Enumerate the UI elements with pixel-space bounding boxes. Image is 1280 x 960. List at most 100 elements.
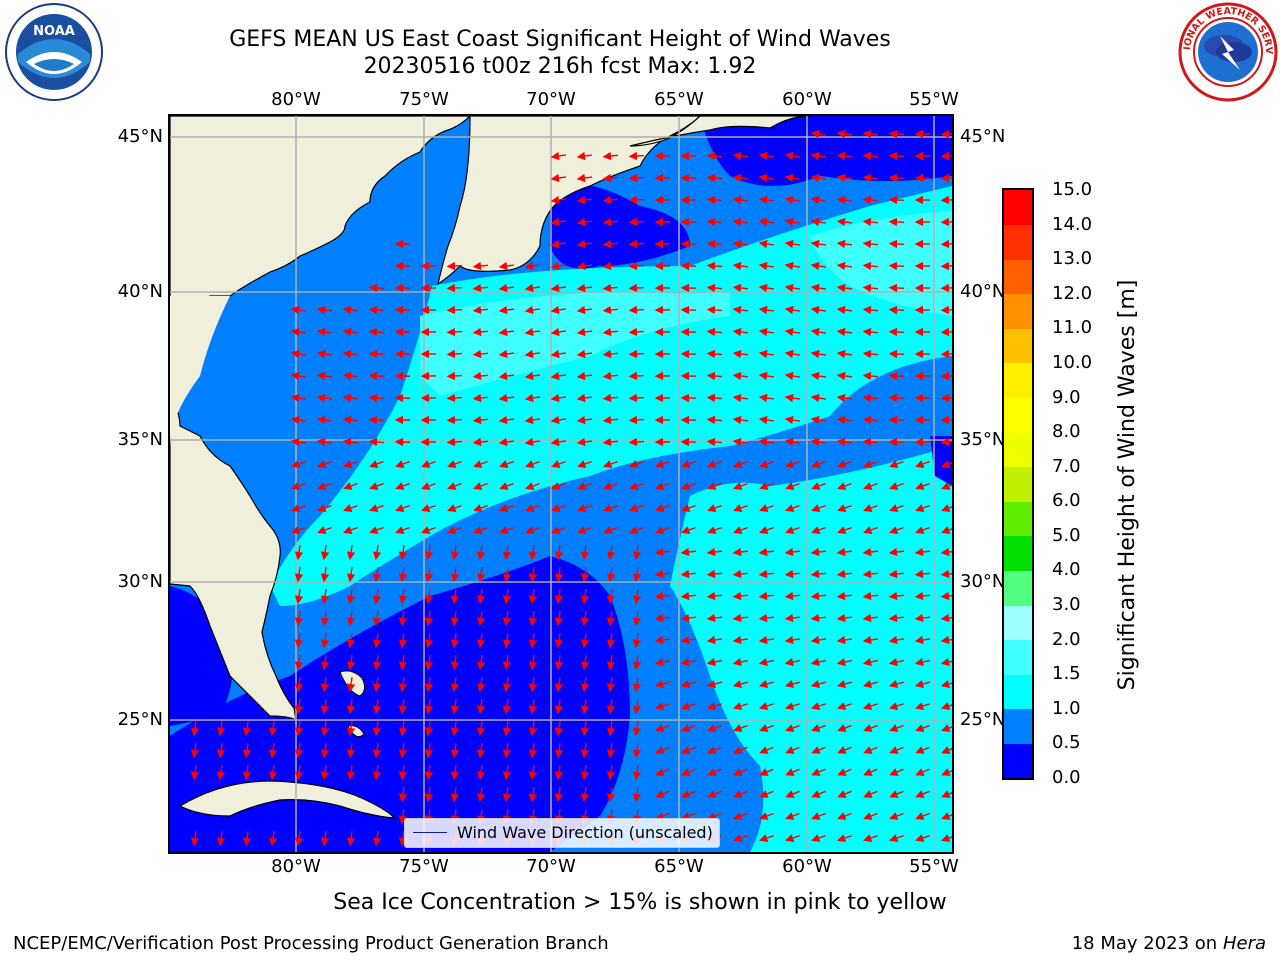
wave-direction-arrow [888, 679, 904, 689]
wave-direction-arrow [446, 415, 463, 425]
wave-direction-arrow [450, 566, 460, 583]
wave-direction-arrow [502, 720, 512, 737]
wave-direction-arrow [888, 151, 905, 161]
wave-direction-arrow [368, 415, 385, 425]
wave-direction-arrow [732, 349, 749, 359]
wave-direction-arrow [862, 195, 879, 205]
wave-direction-arrow [450, 588, 460, 605]
wave-direction-arrow [424, 654, 434, 671]
wave-direction-arrow [785, 482, 800, 490]
wave-direction-arrow [628, 173, 645, 183]
wave-direction-arrow [758, 151, 775, 161]
wave-direction-arrow [472, 283, 489, 293]
wave-direction-arrow [784, 569, 801, 579]
wave-direction-arrow [628, 151, 645, 161]
wave-direction-arrow [498, 415, 515, 425]
wave-direction-arrow [784, 283, 801, 293]
wave-direction-arrow [476, 720, 486, 737]
wave-direction-arrow [632, 720, 642, 737]
wave-direction-arrow [654, 635, 671, 645]
wave-direction-arrow [498, 327, 515, 337]
wave-direction-arrow [372, 764, 382, 781]
lat-label-left: 35°N [117, 429, 163, 450]
wave-direction-arrow [602, 173, 619, 183]
colorbar-tick-label: 6.0 [1052, 490, 1081, 512]
wave-direction-arrow [759, 768, 774, 776]
wave-direction-arrow [811, 526, 826, 534]
wave-direction-arrow [498, 261, 515, 271]
wave-direction-arrow [290, 349, 307, 359]
wave-direction-arrow [291, 482, 306, 490]
wave-direction-arrow [550, 283, 567, 293]
wave-direction-arrow [940, 613, 952, 623]
wave-direction-arrow [602, 349, 619, 359]
wave-direction-arrow [398, 764, 408, 781]
wave-direction-arrow [424, 786, 434, 803]
wave-direction-arrow [810, 261, 827, 271]
wave-direction-arrow [316, 349, 333, 359]
wave-direction-arrow [836, 371, 853, 381]
wave-direction-arrow [680, 569, 697, 579]
wave-direction-arrow [889, 482, 904, 490]
wave-direction-arrow [346, 632, 356, 649]
wave-direction-arrow [576, 217, 593, 227]
wave-direction-arrow [810, 327, 827, 337]
wave-direction-arrow [580, 676, 590, 693]
wave-direction-arrow [498, 437, 515, 447]
wave-direction-arrow [810, 371, 827, 381]
wave-direction-arrow [499, 504, 514, 512]
wave-direction-arrow [940, 371, 952, 381]
wave-direction-arrow [863, 724, 878, 732]
wave-direction-arrow [836, 635, 853, 645]
wave-direction-arrow [706, 635, 723, 645]
date-line: 18 May 2023 on Hera [1072, 933, 1266, 954]
wave-direction-arrow [368, 349, 385, 359]
wave-direction-arrow [472, 261, 489, 271]
wave-direction-arrow [654, 701, 670, 711]
wave-direction-arrow [784, 151, 801, 161]
wave-direction-arrow [889, 812, 904, 820]
sea-ice-note: Sea Ice Concentration > 15% is shown in … [333, 890, 947, 915]
wave-direction-arrow [732, 591, 749, 601]
wave-direction-arrow [784, 371, 801, 381]
wave-direction-arrow [472, 437, 489, 447]
wave-direction-arrow [317, 460, 332, 468]
wave-direction-arrow [914, 701, 930, 711]
wave-direction-arrow [810, 635, 827, 645]
wave-direction-arrow [680, 657, 696, 667]
wave-direction-arrow [732, 173, 749, 183]
wave-direction-arrow [811, 504, 826, 512]
wind-wave-arrows [190, 129, 952, 847]
wave-direction-arrow [940, 129, 952, 139]
wave-direction-arrow [758, 701, 774, 711]
wave-direction-arrow [888, 217, 905, 227]
wave-direction-arrow [528, 720, 538, 737]
wave-direction-arrow [446, 283, 463, 293]
wave-direction-arrow [524, 349, 541, 359]
wave-direction-arrow [576, 305, 593, 315]
wave-direction-arrow [706, 371, 723, 381]
wave-direction-arrow [681, 812, 696, 820]
wave-direction-arrow [346, 610, 356, 627]
wave-direction-arrow [632, 786, 642, 803]
wave-direction-arrow [398, 742, 408, 759]
wave-direction-arrow [837, 790, 852, 798]
wave-direction-arrow [810, 415, 827, 425]
wave-direction-arrow [342, 305, 359, 315]
wave-direction-arrow [759, 746, 774, 754]
wave-direction-arrow [554, 676, 564, 693]
wave-direction-arrow [291, 504, 306, 512]
wave-direction-arrow [446, 261, 463, 271]
wave-direction-arrow [811, 768, 826, 776]
wave-direction-arrow [784, 679, 800, 689]
colorbar-tick-label: 5.0 [1052, 524, 1081, 546]
wave-direction-arrow [450, 632, 460, 649]
wave-direction-arrow [476, 632, 486, 649]
wave-direction-arrow [316, 437, 333, 447]
wave-direction-arrow [424, 742, 434, 759]
wave-direction-arrow [525, 504, 540, 512]
wave-direction-arrow [628, 217, 645, 227]
wave-direction-arrow [758, 415, 775, 425]
wave-direction-arrow [602, 327, 619, 337]
wave-direction-arrow [862, 701, 878, 711]
